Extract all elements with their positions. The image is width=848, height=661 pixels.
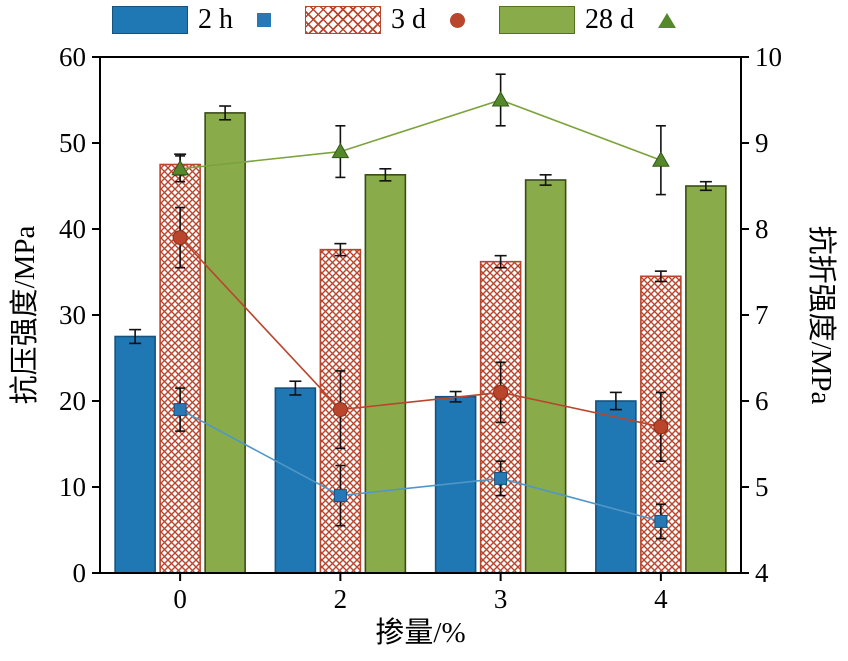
line-2h xyxy=(179,408,662,523)
legend-item-2h: 2 h xyxy=(112,6,271,34)
x-axis-title: 掺量/% xyxy=(375,616,465,649)
markers-3d xyxy=(172,230,669,435)
markers-2h xyxy=(173,403,668,528)
legend-swatch-3d-bar xyxy=(305,6,381,34)
legend-marker-circle-icon xyxy=(450,12,465,28)
legend-item-28d: 28 d xyxy=(499,6,676,34)
svg-text:60: 60 xyxy=(59,42,86,72)
bar-2h-0 xyxy=(114,335,156,574)
svg-text:3: 3 xyxy=(494,584,508,614)
svg-text:20: 20 xyxy=(59,386,86,416)
svg-text:50: 50 xyxy=(59,128,86,158)
legend-swatch-28d-bar xyxy=(499,6,575,34)
bar-28d-4 xyxy=(685,185,727,574)
svg-text:7: 7 xyxy=(755,300,769,330)
legend-item-3d: 3 d xyxy=(305,6,465,34)
right-axis-title: 抗折强度/MPa xyxy=(805,226,838,405)
bar-2h-2 xyxy=(274,387,317,574)
legend-label-3d: 3 d xyxy=(391,4,426,35)
line-error-bars-3d xyxy=(175,206,666,463)
svg-text:4: 4 xyxy=(755,558,769,588)
left-axis-title: 抗压强度/MPa xyxy=(8,225,41,404)
left-axis-ticks: 0 10 20 30 40 50 60 xyxy=(59,42,100,588)
svg-text:5: 5 xyxy=(755,472,769,502)
svg-text:0: 0 xyxy=(173,584,187,614)
right-axis-ticks: 4 5 6 7 8 9 10 xyxy=(741,42,782,588)
svg-text:8: 8 xyxy=(755,214,769,244)
bars xyxy=(114,112,727,574)
markers-28d xyxy=(171,90,670,176)
svg-text:0: 0 xyxy=(73,558,87,588)
svg-text:2: 2 xyxy=(334,584,348,614)
svg-text:4: 4 xyxy=(654,584,668,614)
svg-text:10: 10 xyxy=(755,42,782,72)
line-3d xyxy=(179,237,662,428)
chart-legend: 2 h 3 d 28 d xyxy=(112,3,676,37)
line-28d xyxy=(180,99,662,170)
legend-label-2h: 2 h xyxy=(198,4,233,35)
svg-text:10: 10 xyxy=(59,472,86,502)
bar-28d-2 xyxy=(364,174,407,574)
legend-marker-triangle-icon xyxy=(658,12,676,28)
svg-text:9: 9 xyxy=(755,128,769,158)
svg-text:30: 30 xyxy=(59,300,86,330)
legend-swatch-2h-bar xyxy=(112,6,188,34)
legend-label-28d: 28 d xyxy=(585,4,634,35)
bar-28d-3 xyxy=(524,179,567,574)
x-axis-ticks: 0 2 3 4 xyxy=(173,573,668,614)
line-error-bars-2h xyxy=(175,387,666,540)
bar-2h-4 xyxy=(595,400,637,574)
bar-28d-0 xyxy=(204,112,246,574)
svg-text:40: 40 xyxy=(59,214,86,244)
legend-marker-square-icon xyxy=(257,13,271,27)
svg-text:6: 6 xyxy=(755,386,769,416)
